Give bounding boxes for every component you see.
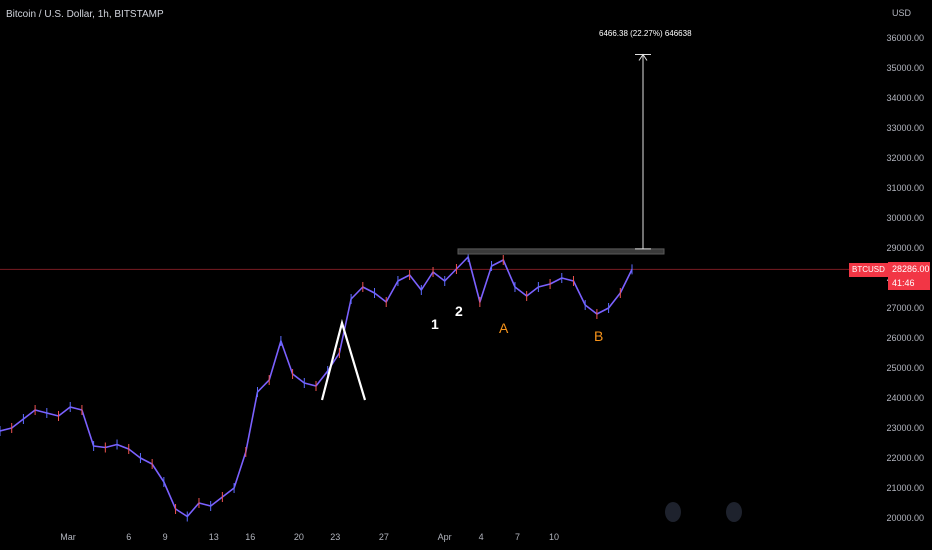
symbol-badge: BTCUSD — [849, 263, 888, 277]
last-price-badge: 28286.00 41:46 — [888, 262, 930, 290]
price-tick: 31000.00 — [886, 183, 924, 193]
price-tick: 30000.00 — [886, 213, 924, 223]
price-tick: 25000.00 — [886, 363, 924, 373]
time-tick: 9 — [162, 532, 168, 542]
time-tick: Apr — [437, 532, 452, 542]
time-tick: 6 — [126, 532, 132, 542]
wave-label-b: B — [594, 328, 604, 344]
price-tick: 35000.00 — [886, 63, 924, 73]
price-tick: 26000.00 — [886, 333, 924, 343]
time-tick: 27 — [378, 532, 389, 542]
price-tick: 32000.00 — [886, 153, 924, 163]
time-tick: 13 — [208, 532, 219, 542]
price-tick: 29000.00 — [886, 243, 924, 253]
price-tick: 21000.00 — [886, 483, 924, 493]
time-tick: 16 — [245, 532, 256, 542]
time-tick: 4 — [478, 532, 484, 542]
time-tick: 20 — [293, 532, 304, 542]
price-tick: 36000.00 — [886, 33, 924, 43]
last-price-value: 28286.00 — [892, 264, 930, 274]
time-tick: Mar — [60, 532, 76, 542]
measure-arrow — [638, 53, 648, 61]
wave-label-1: 1 — [431, 316, 439, 332]
wave-label-a: A — [499, 320, 509, 336]
circle-button-icon[interactable] — [726, 502, 742, 522]
bar-countdown: 41:46 — [892, 278, 915, 288]
price-tick: 20000.00 — [886, 513, 924, 523]
wave-label-2: 2 — [455, 303, 463, 319]
triangle-drawing — [320, 318, 367, 401]
price-tick: 34000.00 — [886, 93, 924, 103]
measure-label: 6466.38 (22.27%) 646638 — [599, 29, 692, 38]
price-tick: 33000.00 — [886, 123, 924, 133]
resistance-zone — [457, 248, 665, 255]
currency-label: USD — [892, 8, 912, 18]
price-tick: 23000.00 — [886, 423, 924, 433]
time-tick: 10 — [548, 532, 560, 542]
price-tick: 27000.00 — [886, 303, 924, 313]
time-tick: 23 — [330, 532, 341, 542]
price-tick: 22000.00 — [886, 453, 924, 463]
chart-title: Bitcoin / U.S. Dollar, 1h, BITSTAMP — [6, 9, 164, 20]
time-tick: 7 — [515, 532, 521, 542]
price-tick: 24000.00 — [886, 393, 924, 403]
circle-button-icon[interactable] — [665, 502, 681, 522]
